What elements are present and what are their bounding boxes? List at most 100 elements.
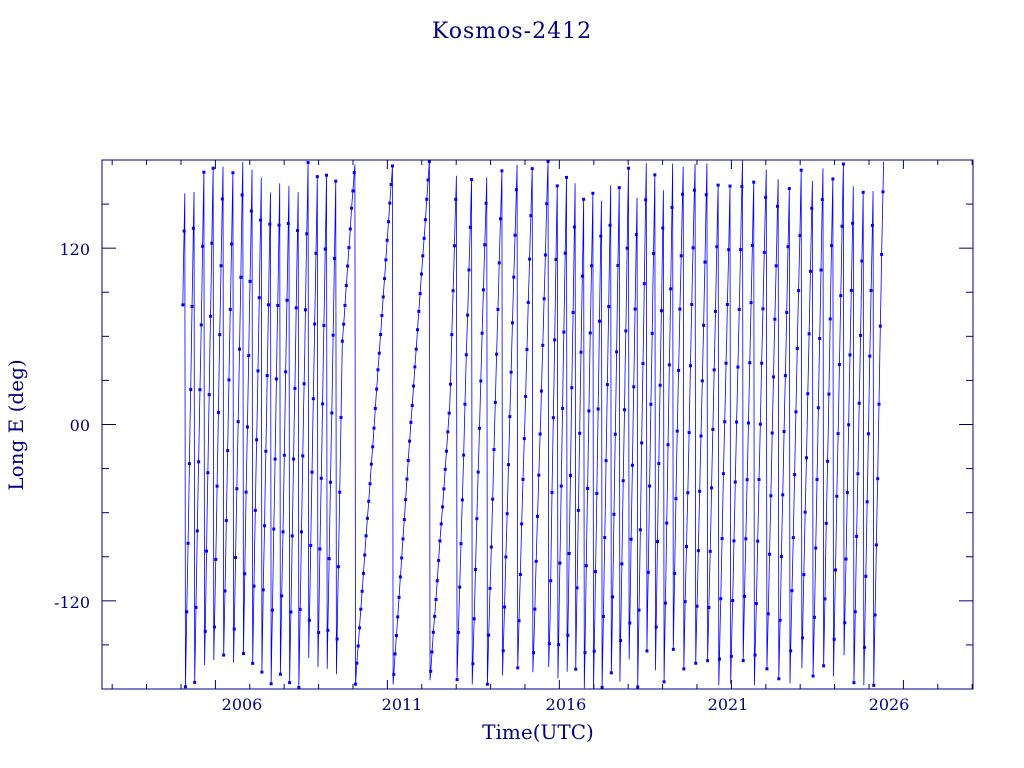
data-point	[520, 522, 524, 526]
data-point	[199, 323, 203, 327]
data-point	[679, 254, 683, 258]
data-point	[655, 540, 659, 544]
data-point	[565, 175, 569, 179]
data-point	[580, 274, 584, 278]
data-point	[365, 516, 369, 520]
data-point	[189, 388, 193, 392]
data-point	[387, 220, 390, 224]
data-point	[526, 300, 530, 304]
data-point	[315, 175, 319, 179]
data-point	[448, 382, 452, 386]
data-point	[443, 467, 447, 471]
data-point	[802, 573, 806, 577]
data-point	[682, 667, 686, 671]
x-axis-label: Time(UTC)	[482, 720, 594, 744]
data-point	[762, 250, 766, 254]
data-point	[880, 252, 884, 256]
data-point	[518, 573, 522, 577]
data-point	[865, 500, 869, 504]
data-point	[423, 218, 427, 222]
data-point	[413, 365, 417, 369]
data-point	[694, 661, 698, 665]
data-point	[559, 484, 563, 488]
x-tick-label: 2021	[708, 695, 749, 714]
data-point	[264, 449, 268, 453]
data-point	[185, 610, 189, 614]
data-point	[274, 377, 278, 381]
data-point	[536, 514, 539, 518]
data-point	[770, 431, 774, 435]
data-point	[466, 313, 470, 317]
data-point	[793, 473, 797, 477]
data-point	[276, 303, 280, 307]
data-point	[244, 490, 248, 494]
data-point	[458, 585, 462, 589]
data-point	[468, 225, 472, 229]
data-point	[601, 614, 605, 618]
data-point	[720, 537, 724, 541]
data-point	[706, 659, 710, 663]
data-point	[877, 402, 881, 406]
data-point	[625, 246, 629, 250]
data-point	[220, 197, 224, 201]
data-point	[874, 543, 878, 547]
data-point	[522, 437, 526, 441]
data-point	[406, 458, 410, 462]
data-point	[743, 594, 747, 598]
data-point	[446, 430, 450, 434]
data-point	[342, 322, 346, 326]
data-point	[797, 289, 801, 293]
data-point	[521, 477, 525, 481]
data-point	[749, 301, 753, 305]
data-point	[758, 422, 762, 426]
data-point	[416, 328, 420, 332]
data-point	[447, 411, 451, 415]
data-point	[710, 486, 714, 490]
data-point	[234, 555, 238, 559]
data-point	[347, 246, 351, 250]
data-point	[551, 416, 555, 420]
data-point	[512, 275, 516, 279]
data-point	[741, 659, 745, 663]
data-point	[823, 597, 827, 601]
data-point	[723, 420, 727, 424]
data-point	[847, 423, 851, 427]
data-point	[355, 661, 359, 665]
x-tick-label: 2011	[382, 695, 423, 714]
data-point	[773, 317, 777, 321]
data-point	[513, 233, 517, 237]
data-point	[786, 245, 790, 249]
x-tick-label: 2016	[546, 695, 587, 714]
data-point	[630, 463, 634, 467]
data-point	[837, 363, 841, 367]
data-point	[717, 657, 721, 661]
data-point	[554, 258, 558, 261]
data-point	[251, 661, 255, 665]
data-point	[640, 441, 644, 445]
y-axis-label: Long E (deg)	[4, 359, 28, 490]
data-point	[692, 188, 696, 192]
data-point	[681, 192, 685, 196]
data-point	[481, 288, 485, 292]
data-point	[454, 197, 458, 201]
data-point	[269, 682, 273, 686]
data-point	[650, 331, 654, 335]
data-point	[637, 608, 641, 612]
data-point	[484, 201, 488, 205]
data-point	[649, 402, 653, 406]
data-point	[839, 294, 843, 298]
data-point	[789, 649, 793, 653]
data-point	[791, 536, 795, 540]
data-point	[392, 672, 396, 676]
data-point	[803, 510, 807, 514]
data-point	[418, 292, 422, 296]
data-point	[202, 170, 206, 174]
data-point	[323, 247, 327, 251]
data-point	[261, 588, 265, 592]
data-point	[301, 454, 305, 458]
data-point	[757, 478, 761, 482]
data-point	[698, 489, 702, 493]
data-point	[609, 671, 613, 675]
data-point	[332, 256, 336, 260]
data-point	[181, 303, 185, 307]
